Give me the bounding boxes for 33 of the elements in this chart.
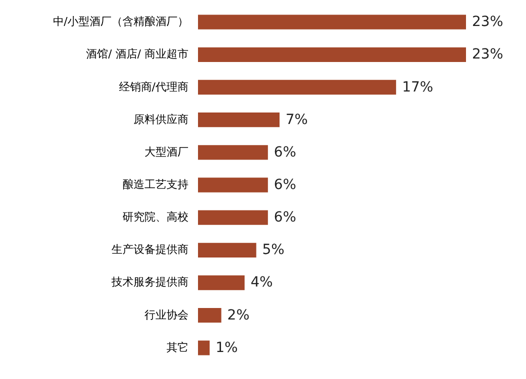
y-tick-label: 其它 — [166, 340, 188, 354]
data-label: 4% — [250, 274, 273, 291]
data-label: 1% — [216, 340, 238, 356]
bar — [198, 210, 268, 225]
bar — [198, 242, 256, 258]
data-label: 5% — [262, 242, 284, 258]
y-tick-label: 技术服务提供商 — [110, 276, 188, 289]
y-tick-label: 行业协会 — [144, 308, 188, 322]
y-tick-label: 大型酒厂 — [144, 145, 188, 158]
data-label: 7% — [286, 112, 308, 128]
data-label: 17% — [402, 79, 434, 96]
y-tick-label: 原料供应商 — [134, 112, 188, 126]
y-tick-label: 酿造工艺支持 — [122, 178, 188, 191]
bar — [198, 14, 466, 30]
y-tick-label: 经销商/代理商 — [118, 80, 188, 94]
bar — [198, 112, 280, 128]
data-label: 2% — [227, 307, 250, 324]
data-label: 23% — [472, 46, 504, 63]
y-tick-label: 研究院、高校 — [122, 210, 188, 224]
data-label: 6% — [274, 144, 296, 160]
data-label: 6% — [274, 210, 296, 226]
data-label: 6% — [274, 177, 296, 193]
data-label: 23% — [472, 14, 504, 30]
bar — [198, 340, 210, 356]
bar — [198, 145, 268, 160]
y-tick-label: 中/小型酒厂（含精酿酒厂） — [52, 15, 188, 28]
bar — [198, 178, 268, 192]
bar — [198, 80, 396, 95]
bar — [198, 47, 466, 62]
bar — [198, 275, 245, 290]
y-tick-label: 酒馆/ 酒店/ 商业超市 — [86, 48, 188, 61]
bar — [198, 308, 222, 323]
y-tick-label: 生产设备提供商 — [112, 243, 188, 256]
